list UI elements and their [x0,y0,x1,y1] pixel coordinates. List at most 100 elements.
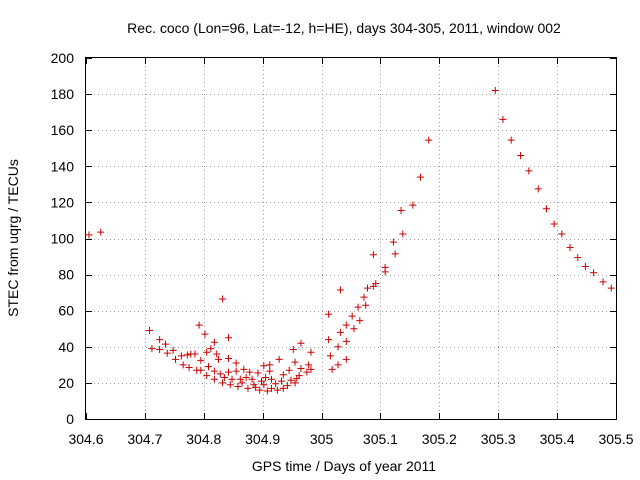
data-point [354,303,362,311]
data-point [342,355,350,363]
data-point [85,231,93,239]
data-point [183,351,191,359]
data-point [177,352,185,360]
data-point [279,371,287,379]
data-point [234,383,242,391]
data-point [169,346,177,354]
data-point [210,338,218,346]
data-point [507,136,515,144]
data-point [257,377,265,385]
data-point [350,325,358,333]
data-point [179,361,187,369]
x-tick-label: 304.9 [245,431,280,447]
y-tick-label: 160 [51,122,75,138]
y-tick-label: 60 [58,303,74,319]
data-point [297,339,305,347]
data-point [244,384,252,392]
data-point [248,375,256,383]
data-point [307,365,315,373]
data-point [362,301,370,309]
data-point [517,151,525,159]
data-point [279,384,287,392]
data-point [291,358,299,366]
data-point [303,368,311,376]
grid-lines [86,58,616,419]
data-point [236,375,244,383]
data-point [391,250,399,258]
x-tick-label: 305.5 [598,431,633,447]
data-point [215,355,222,363]
data-point [285,366,293,374]
x-tick-label: 305.2 [422,431,457,447]
data-point [326,352,334,360]
data-point [275,355,283,363]
data-point [232,367,240,375]
data-point [336,286,344,294]
data-point [342,337,350,345]
x-tick-label: 305.4 [540,431,575,447]
data-point [232,359,240,367]
data-point [291,379,299,387]
data-point [389,238,397,246]
data-point [558,230,566,238]
data-point [210,375,218,383]
y-tick-label: 80 [58,267,74,283]
data-point [543,205,551,213]
data-point [252,383,260,391]
data-point [213,350,221,358]
data-point [238,379,246,387]
data-point [254,369,262,377]
data-point [203,348,211,356]
data-point [226,381,234,389]
data-point [334,343,342,351]
data-point [240,365,248,373]
data-point [197,356,205,364]
data-point [599,278,607,286]
x-tick-label: 305.3 [481,431,516,447]
y-tick-label: 120 [51,194,75,210]
data-point [156,346,164,354]
data-point [256,386,264,394]
data-point [225,334,233,342]
data-point [204,363,212,371]
data-point [307,348,315,356]
y-tick-label: 100 [51,231,75,247]
x-tick-labels: 304.6 304.7 304.8 304.9 305 305.1 305.2 305.3 30… [68,431,633,447]
data-point [360,293,368,301]
data-point [581,262,589,270]
x-axis-label: GPS time / Days of year 2011 [252,458,436,474]
y-tick-labels: 0 20 40 60 80 100 120 140 160 180 200 [51,50,75,427]
data-point [260,362,268,370]
data-point [197,366,205,374]
data-point [348,312,356,320]
data-point [225,355,233,363]
data-point [162,340,169,348]
data-point [325,336,333,344]
data-point [425,136,433,144]
y-tick-label: 0 [66,411,74,427]
data-point [381,268,389,276]
data-point [163,349,171,357]
data-point [278,377,286,385]
data-point [97,228,105,236]
data-points [85,86,615,395]
plot-frame [85,57,617,420]
chart-title: Rec. coco (Lon=96, Lat=-12, h=HE), days … [127,20,561,36]
data-point [356,317,364,325]
data-point [607,284,615,292]
data-point [534,185,542,193]
data-point [328,365,336,373]
data-point [397,207,405,215]
data-point [246,368,254,376]
y-axis-label: STEC from uqrg / TECUs [5,159,21,317]
data-point [219,295,227,303]
data-point [574,253,582,261]
data-point [219,379,227,387]
x-tick-label: 305 [310,431,334,447]
x-tick-label: 305.1 [363,431,398,447]
data-point [203,372,211,380]
data-point [262,373,270,381]
data-point [263,387,271,395]
data-point [372,280,380,288]
